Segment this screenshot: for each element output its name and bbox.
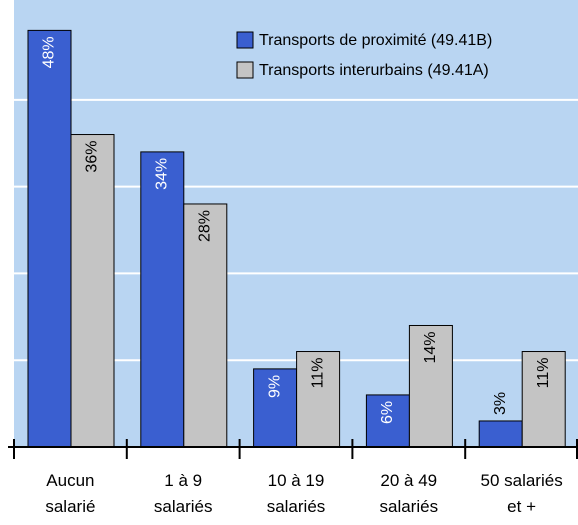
value-label: 36%	[84, 141, 101, 173]
bar	[408, 324, 453, 448]
value-label: 34%	[154, 158, 171, 190]
value-label: 3%	[492, 392, 509, 415]
value-label: 9%	[266, 375, 283, 398]
legend-label: Transports interurbains (49.41A)	[259, 62, 489, 79]
bar	[70, 134, 115, 448]
bar	[140, 151, 185, 448]
x-tick-label: 50 salariés et +	[480, 471, 563, 516]
bar	[27, 29, 72, 448]
x-tick-label: 20 à 49 salariés	[379, 471, 439, 516]
bar	[365, 394, 410, 448]
value-label: 48%	[41, 36, 58, 68]
bar	[296, 351, 341, 448]
bar	[521, 351, 566, 448]
legend-swatch	[236, 31, 254, 49]
value-label: 6%	[379, 401, 396, 424]
bar	[478, 420, 523, 448]
legend-swatch	[236, 61, 254, 79]
value-label: 11%	[309, 358, 326, 389]
value-label: 14%	[422, 331, 439, 363]
value-label: 11%	[535, 358, 552, 389]
x-tick-label: Aucun salarié	[45, 471, 96, 516]
x-tick-label: 1 à 9 salariés	[153, 471, 213, 516]
value-label: 28%	[197, 210, 214, 242]
x-tick-label: 10 à 19 salariés	[266, 471, 326, 516]
bar	[253, 368, 298, 448]
legend-label: Transports de proximité (49.41B)	[259, 32, 492, 49]
